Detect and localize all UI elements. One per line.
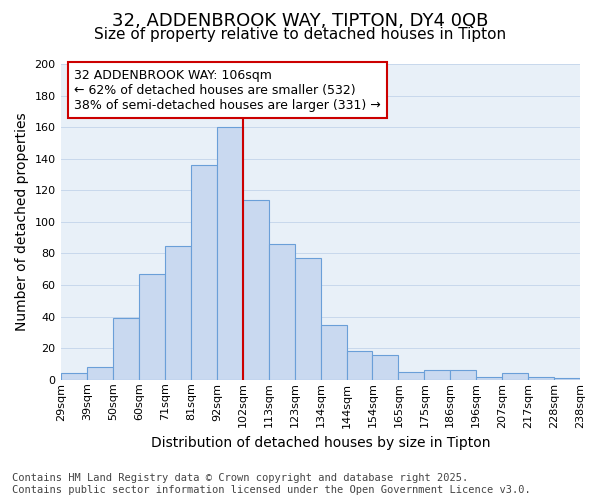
Bar: [476, 376, 502, 380]
Bar: [424, 370, 451, 380]
Bar: [113, 318, 139, 380]
Text: Size of property relative to detached houses in Tipton: Size of property relative to detached ho…: [94, 28, 506, 42]
Text: 32 ADDENBROOK WAY: 106sqm
← 62% of detached houses are smaller (532)
38% of semi: 32 ADDENBROOK WAY: 106sqm ← 62% of detac…: [74, 68, 381, 112]
Bar: [269, 244, 295, 380]
X-axis label: Distribution of detached houses by size in Tipton: Distribution of detached houses by size …: [151, 436, 490, 450]
Bar: [243, 200, 269, 380]
Bar: [165, 246, 191, 380]
Bar: [347, 352, 373, 380]
Y-axis label: Number of detached properties: Number of detached properties: [15, 112, 29, 331]
Bar: [295, 258, 320, 380]
Bar: [320, 324, 347, 380]
Bar: [451, 370, 476, 380]
Bar: [87, 367, 113, 380]
Bar: [139, 274, 165, 380]
Text: Contains HM Land Registry data © Crown copyright and database right 2025.
Contai: Contains HM Land Registry data © Crown c…: [12, 474, 531, 495]
Bar: [373, 354, 398, 380]
Bar: [554, 378, 580, 380]
Bar: [502, 374, 528, 380]
Bar: [528, 376, 554, 380]
Bar: [61, 374, 87, 380]
Bar: [398, 372, 424, 380]
Text: 32, ADDENBROOK WAY, TIPTON, DY4 0QB: 32, ADDENBROOK WAY, TIPTON, DY4 0QB: [112, 12, 488, 30]
Bar: [191, 165, 217, 380]
Bar: [217, 127, 243, 380]
